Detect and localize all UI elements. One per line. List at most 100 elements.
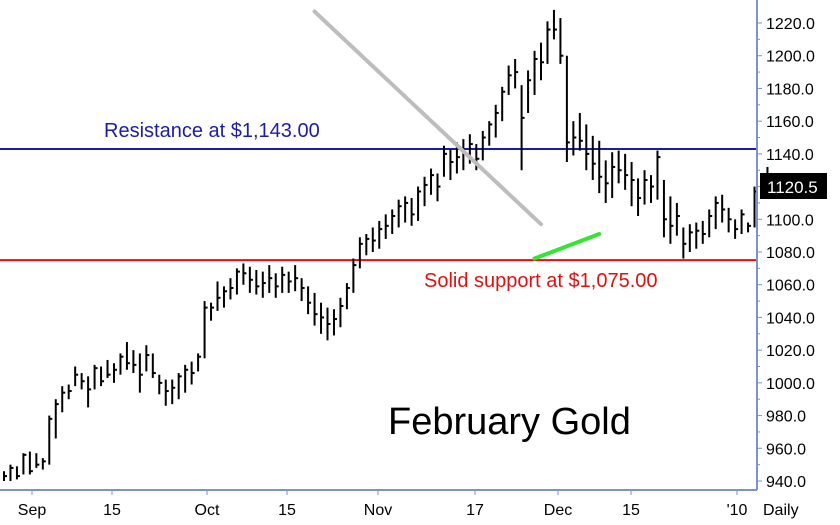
price-bar <box>320 302 325 334</box>
price-bar <box>533 50 538 95</box>
price-bar <box>552 9 557 40</box>
price-bar <box>229 278 234 300</box>
price-bar <box>371 227 376 252</box>
y-tick-label: 980.0 <box>766 409 806 426</box>
price-bar <box>164 379 169 406</box>
support-label: Solid support at $1,075.00 <box>424 270 658 292</box>
price-bar <box>3 471 7 481</box>
price-bar <box>701 220 706 244</box>
x-tick-label: Oct <box>195 502 220 519</box>
price-bar <box>261 271 266 298</box>
price-bar <box>740 209 745 235</box>
price-bar <box>591 135 596 181</box>
price-bar <box>630 162 635 207</box>
price-bar <box>151 353 156 378</box>
price-bar <box>190 361 195 385</box>
price-bar <box>559 18 564 64</box>
price-bar <box>48 415 53 465</box>
price-bar <box>546 21 551 64</box>
price-bar <box>145 345 150 372</box>
price-bar <box>656 150 661 200</box>
y-tick-label: 1140.0 <box>766 147 814 164</box>
price-bar <box>708 209 713 238</box>
y-tick-label: 1060.0 <box>766 278 815 295</box>
price-bar <box>585 124 590 171</box>
price-bar <box>747 222 752 233</box>
price-bar <box>287 271 292 293</box>
price-bar <box>637 178 642 217</box>
price-bar <box>727 207 732 233</box>
price-bar <box>501 86 506 122</box>
price-bar <box>391 209 396 235</box>
price-bar <box>669 196 674 244</box>
price-bar <box>565 55 570 163</box>
y-tick-label: 1100.0 <box>766 212 814 229</box>
price-bar <box>442 145 447 177</box>
price-bar <box>650 175 654 203</box>
price-bar <box>28 451 33 475</box>
price-bar <box>617 150 622 184</box>
price-bar <box>203 301 208 359</box>
price-bar <box>436 173 441 202</box>
y-tick-label: 940.0 <box>766 474 806 491</box>
y-tick-label: 1040.0 <box>766 310 815 327</box>
price-bar <box>216 281 221 311</box>
chart-title: February Gold <box>388 401 631 443</box>
price-bar <box>268 265 273 293</box>
period-label: Daily <box>763 502 799 519</box>
price-bar <box>54 399 59 439</box>
y-tick-label: 1020.0 <box>766 343 815 360</box>
price-bar <box>112 363 117 383</box>
price-bar <box>682 227 687 259</box>
price-bar <box>675 202 680 236</box>
price-bar <box>313 292 318 326</box>
price-bar <box>520 85 525 171</box>
price-bar <box>67 384 72 400</box>
price-bar <box>41 458 46 470</box>
last-price-marker: 1120.5 <box>760 173 827 199</box>
price-bar <box>358 237 363 269</box>
price-bar <box>119 353 124 375</box>
price-bar <box>177 373 182 400</box>
price-bar <box>274 273 279 298</box>
price-bar <box>527 70 532 113</box>
y-tick-label: 1080.0 <box>766 245 815 262</box>
y-axis-ticks: 940.0 960.0 980.0 1000.0 1020.0 1040.0 1060.0 1… <box>757 16 815 491</box>
price-bar <box>242 263 247 285</box>
y-tick-label: 1180.0 <box>766 81 814 98</box>
price-bar <box>507 65 512 95</box>
price-bar <box>598 140 603 194</box>
y-tick-label: 1160.0 <box>766 114 814 131</box>
price-bar <box>714 196 719 230</box>
price-bar <box>365 234 370 256</box>
price-bar <box>572 121 577 156</box>
price-bar <box>171 379 176 405</box>
price-bar <box>9 464 14 481</box>
price-bar <box>339 297 344 328</box>
annotations: Resistance at $1,143.00 Solid support at… <box>104 120 658 443</box>
price-bar <box>494 104 499 138</box>
price-bar <box>384 214 389 239</box>
price-bar <box>624 153 629 190</box>
price-bar <box>210 302 215 321</box>
price-bar <box>158 374 163 395</box>
price-bar <box>352 258 357 293</box>
x-tick-label: Sep <box>18 502 47 519</box>
price-bar <box>235 268 240 295</box>
resistance-label: Resistance at $1,143.00 <box>104 120 320 142</box>
x-tick-label: '10 <box>727 502 748 519</box>
price-bar <box>449 148 454 181</box>
price-bar <box>688 224 693 252</box>
y-tick-label: 960.0 <box>766 441 806 458</box>
price-bar <box>35 453 40 468</box>
price-bar <box>281 266 286 293</box>
price-bar <box>540 42 545 81</box>
price-bar <box>80 373 85 390</box>
price-bar <box>423 176 428 207</box>
last-price-box <box>760 173 827 199</box>
price-bars <box>3 9 771 481</box>
price-bar <box>332 309 337 336</box>
price-bar <box>184 364 189 393</box>
